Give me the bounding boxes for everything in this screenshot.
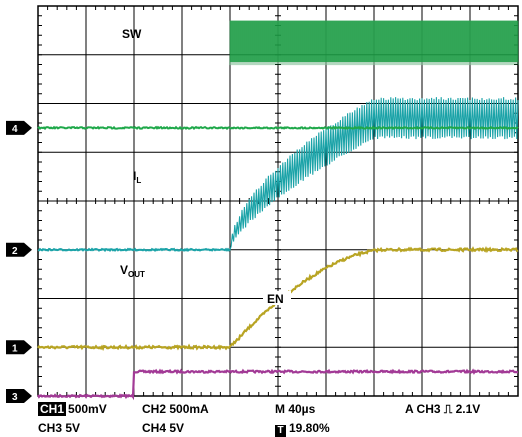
status-timebase: M 40µs	[275, 402, 316, 416]
status-trigger-position: T 19.80%	[275, 421, 330, 437]
marker-label-ch2: 2	[12, 246, 18, 257]
label-vout: VOUT	[120, 263, 145, 279]
marker-label-ch3: 3	[12, 392, 18, 403]
marker-label-ch4: 4	[12, 124, 18, 135]
label-en: EN	[267, 292, 284, 306]
marker-arrow-ch2	[24, 242, 32, 257]
marker-arrow-ch1	[24, 340, 32, 355]
label-il: IL	[133, 169, 141, 185]
trace-il-baseline	[37, 247, 231, 253]
status-ch4: CH4 5V	[142, 421, 185, 435]
status-ch2: CH2 500mA	[142, 402, 209, 416]
label-vout-sub: OUT	[128, 270, 145, 279]
trigger-position-value: 19.80%	[289, 421, 330, 435]
marker-ch1	[6, 340, 24, 355]
trace-sw-baseline	[37, 125, 231, 131]
trace-il	[229, 97, 519, 251]
marker-ch3	[6, 389, 24, 403]
label-sw: SW	[122, 27, 142, 41]
marker-arrow-ch4	[24, 120, 32, 135]
status-ch1: CH1 500mV	[38, 402, 107, 416]
marker-ch4	[6, 120, 24, 135]
label-il-main: I	[133, 169, 136, 183]
trace-en	[37, 368, 519, 401]
ch1-chip: CH1	[38, 402, 67, 416]
channel-markers: 4 2 1 3	[6, 120, 32, 403]
trigger-chip: T	[275, 425, 286, 437]
trace-sw	[229, 20, 519, 66]
label-vout-main: V	[120, 263, 128, 277]
marker-ch2	[6, 242, 24, 257]
label-il-sub: L	[136, 176, 141, 185]
marker-arrow-ch3	[24, 389, 32, 403]
ch1-scale: 500mV	[68, 402, 107, 416]
marker-label-ch1: 1	[12, 343, 18, 354]
label-en-bg	[263, 291, 291, 305]
trace-sw-lower	[229, 125, 519, 130]
status-trigger: A CH3 ⎍ 2.1V	[405, 402, 481, 416]
status-ch3: CH3 5V	[38, 421, 81, 435]
